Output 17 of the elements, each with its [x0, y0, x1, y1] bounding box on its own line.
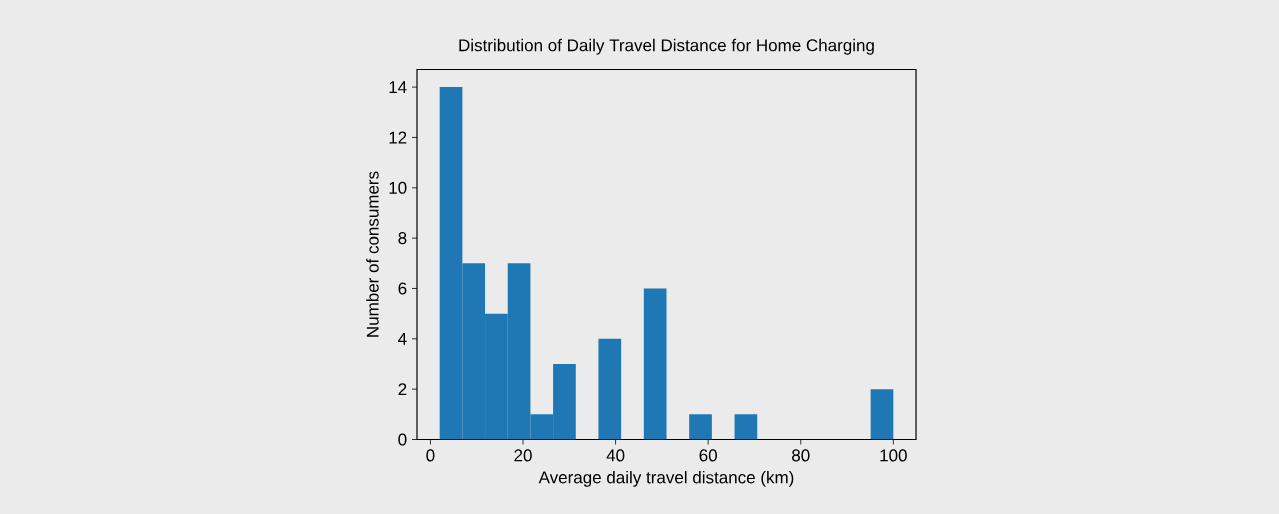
y-tick-label: 6	[398, 282, 407, 295]
x-tick-label: 20	[514, 449, 532, 462]
x-tick-label: 60	[699, 449, 717, 462]
x-axis-title: Average daily travel distance (km)	[538, 470, 794, 487]
x-tick-label: 0	[426, 449, 435, 462]
y-tick-label: 12	[389, 131, 407, 144]
y-tick-label: 0	[398, 433, 407, 446]
y-tick-label: 10	[389, 181, 407, 194]
x-tick-label: 80	[792, 449, 810, 462]
x-tick-label: 100	[880, 449, 907, 462]
y-tick-label: 2	[398, 383, 407, 396]
x-tick-label: 40	[606, 449, 625, 462]
y-tick-label: 4	[398, 332, 407, 345]
y-tick-label: 8	[398, 232, 407, 245]
y-tick-label: 14	[389, 81, 407, 93]
chart-title: Distribution of Daily Travel Distance for Home Charging	[459, 38, 874, 55]
y-axis-title: Number of consumers	[366, 171, 379, 337]
